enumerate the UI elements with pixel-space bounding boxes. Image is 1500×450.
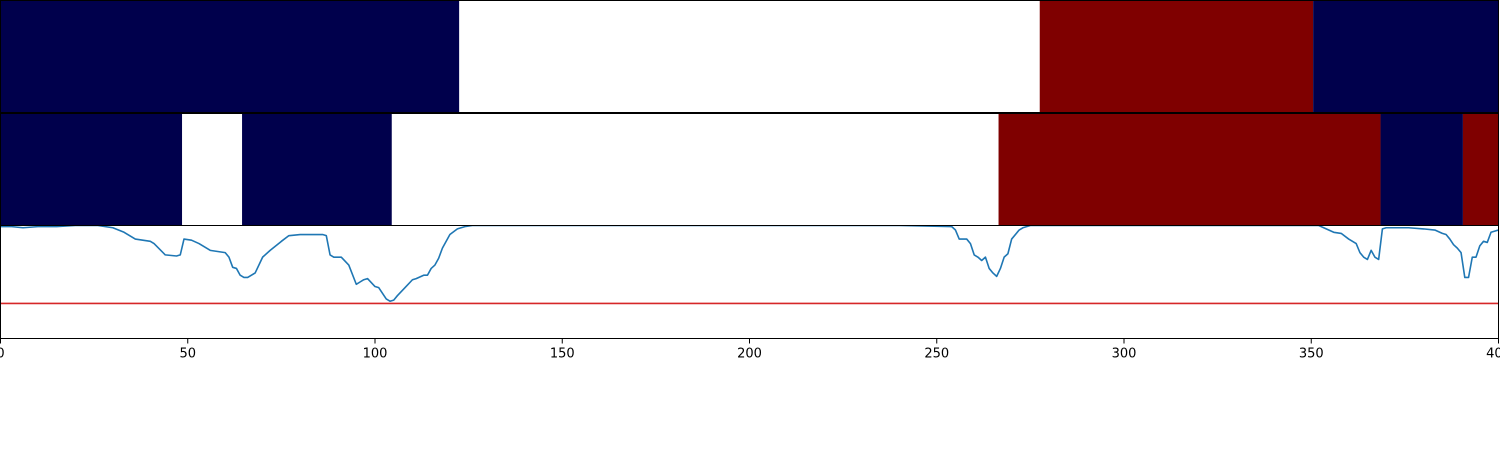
x-tick-label: 150 [550,347,575,362]
segmentation-track-1 [1,1,1499,113]
x-tick-label: 400 [1486,347,1500,362]
x-axis: 0 50 100 150 200 250 300 350 400 [0,339,1500,362]
segment-low [242,114,392,226]
x-tick-label: 50 [179,347,196,362]
segment-low [1313,1,1498,113]
segment-low [1,1,460,113]
x-tick-label: 300 [1112,347,1137,362]
x-tick-label: 250 [924,347,949,362]
segment-mid [392,114,999,226]
x-tick-label: 0 [0,347,5,362]
x-tick-label: 350 [1299,347,1324,362]
segment-mid [459,1,1039,113]
x-tick-label: 100 [363,347,388,362]
segment-low [1381,114,1463,226]
line-panel-background [1,226,1499,339]
segment-mid [182,114,242,226]
segment-high [999,114,1381,226]
segment-high [1040,1,1313,113]
segmentation-track-2 [1,114,1499,226]
segment-high [1463,114,1499,226]
line-panel [1,226,1499,339]
x-tick-label: 200 [737,347,762,362]
segment-low [1,114,183,226]
